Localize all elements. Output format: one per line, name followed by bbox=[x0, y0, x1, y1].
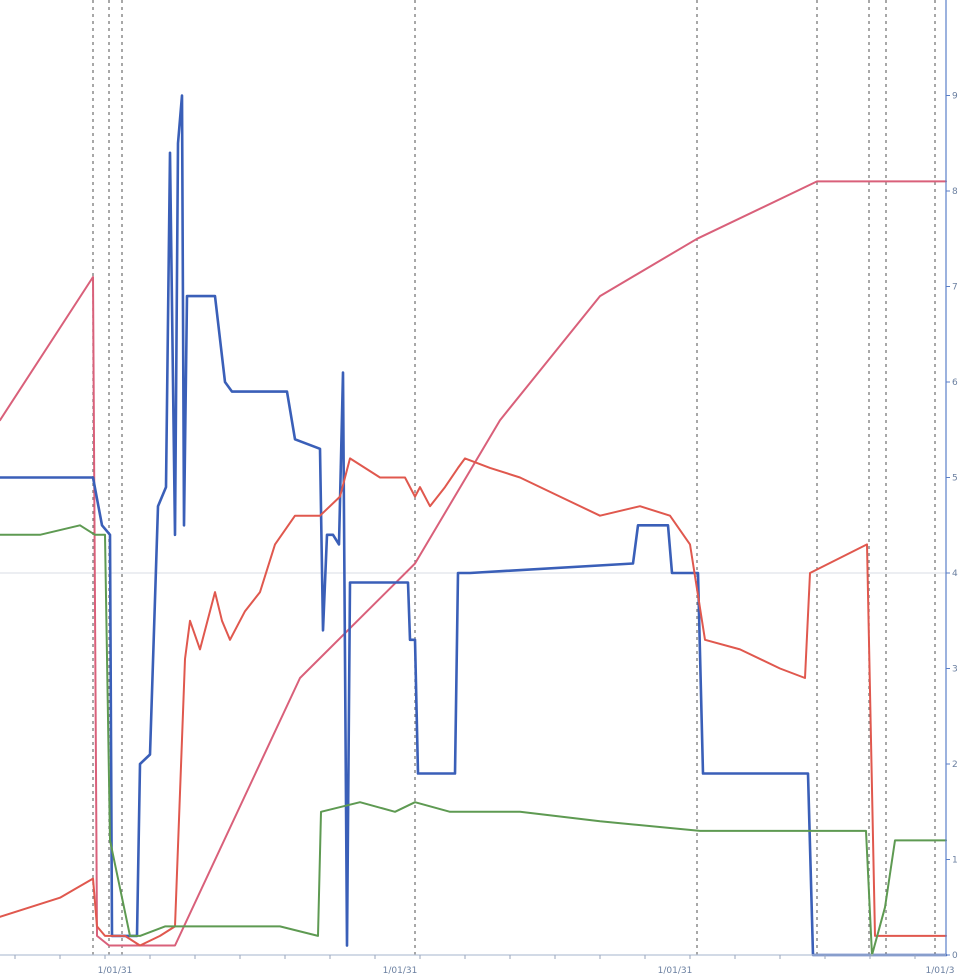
right-tick-label-1: 1 bbox=[952, 856, 958, 866]
x-tick-label-0: 1/01/31 bbox=[98, 966, 133, 976]
x-tick-label-2: 1/01/31 bbox=[658, 966, 693, 976]
right-tick-label-7: 7 bbox=[952, 283, 958, 293]
right-tick-label-4: 4 bbox=[952, 569, 958, 579]
right-tick-label-2: 2 bbox=[952, 760, 958, 770]
right-tick-label-5: 5 bbox=[952, 474, 958, 484]
x-tick-label-1: 1/01/31 bbox=[383, 966, 418, 976]
right-tick-label-0: 0 bbox=[952, 951, 958, 961]
series-line-1 bbox=[0, 94, 948, 957]
right-tick-label-6: 6 bbox=[952, 378, 958, 388]
right-tick-label-9: 9 bbox=[952, 92, 958, 102]
series-line-2 bbox=[0, 457, 947, 947]
right-tick-label-3: 3 bbox=[952, 665, 958, 675]
series-line-3 bbox=[0, 524, 947, 956]
x-tick-label-3: 1/01/3 bbox=[926, 966, 955, 976]
series-layer bbox=[0, 94, 948, 957]
series-line-0 bbox=[0, 180, 947, 947]
right-tick-label-8: 8 bbox=[952, 187, 958, 197]
tick-layer: 0 1 2 3 4 5 6 7 8 9 1/01/31 1/01/31 1/01/31 1/01/3 bbox=[14, 92, 958, 976]
